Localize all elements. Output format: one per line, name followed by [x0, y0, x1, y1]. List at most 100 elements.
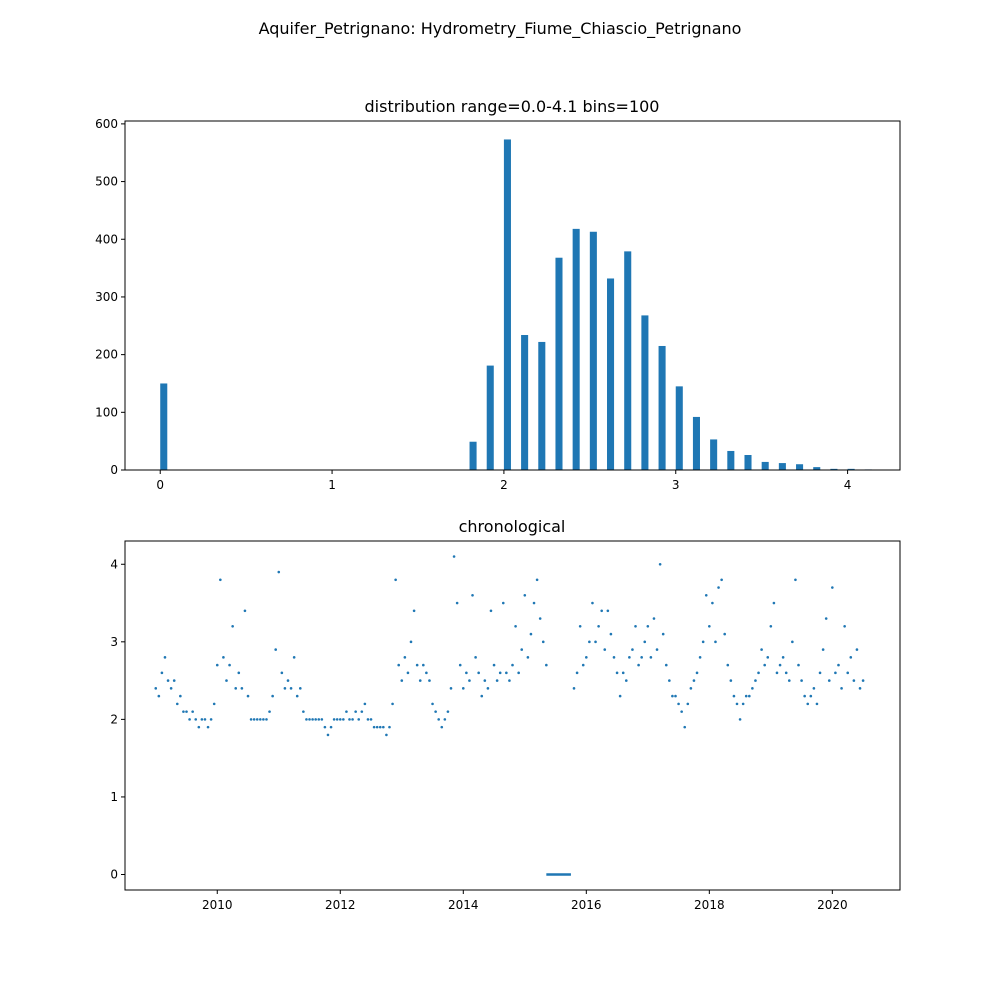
data-point	[234, 687, 238, 690]
histogram-ticks: 0 1 2 3 4 0 100 200 300 400 500 600	[95, 117, 851, 492]
data-point	[827, 679, 831, 682]
data-point	[335, 718, 339, 721]
data-point	[858, 687, 862, 690]
data-point	[425, 671, 428, 675]
data-point	[302, 710, 305, 713]
histogram-bar	[675, 386, 683, 470]
data-point	[246, 694, 250, 698]
data-point	[329, 725, 333, 729]
data-point	[265, 718, 268, 721]
data-point	[649, 656, 653, 659]
data-point	[615, 671, 619, 675]
data-point	[757, 671, 760, 675]
data-point	[763, 663, 766, 667]
data-point	[378, 725, 382, 729]
data-point	[680, 710, 683, 713]
x-tick-label: 2014	[448, 898, 479, 912]
data-point	[732, 694, 736, 698]
data-point	[612, 656, 616, 659]
data-point	[508, 679, 511, 682]
data-point	[754, 679, 757, 682]
data-point	[797, 663, 800, 667]
data-point	[215, 663, 219, 667]
data-point	[357, 718, 361, 721]
histogram-bar	[503, 139, 511, 470]
data-point	[729, 679, 733, 682]
data-point	[486, 687, 490, 690]
data-point	[818, 671, 822, 675]
data-point	[815, 702, 819, 706]
x-tick-label: 3	[672, 478, 680, 492]
data-point	[631, 648, 634, 651]
data-point	[529, 632, 533, 636]
data-point	[237, 671, 241, 675]
data-point	[188, 718, 191, 721]
histogram-bar	[830, 468, 838, 470]
data-point	[511, 663, 514, 667]
data-point	[834, 671, 837, 675]
data-point	[668, 679, 671, 682]
data-point	[259, 718, 262, 721]
data-point	[169, 687, 173, 690]
data-point	[219, 578, 222, 582]
data-point	[609, 632, 613, 636]
data-point	[717, 586, 720, 589]
histogram-title: distribution range=0.0-4.1 bins=100	[365, 97, 660, 116]
data-point	[428, 679, 431, 682]
y-tick-label: 300	[95, 290, 118, 304]
data-point	[775, 671, 779, 675]
data-point	[664, 663, 668, 667]
data-point	[791, 640, 794, 644]
data-point	[852, 679, 856, 682]
data-point	[388, 725, 391, 729]
data-point	[812, 687, 816, 690]
data-point	[418, 679, 422, 682]
data-point	[385, 733, 388, 737]
data-point	[621, 671, 625, 675]
x-tick-label: 2	[500, 478, 508, 492]
data-point	[585, 656, 588, 659]
data-point	[345, 710, 348, 713]
data-point	[698, 656, 702, 659]
data-point	[175, 702, 179, 706]
data-point	[415, 663, 419, 667]
data-point	[806, 702, 810, 706]
data-point	[603, 648, 607, 651]
data-point	[640, 656, 643, 659]
histogram-bar	[160, 383, 168, 470]
data-point	[468, 679, 471, 682]
data-point	[483, 679, 487, 682]
data-point	[240, 687, 244, 690]
data-point	[677, 702, 680, 706]
data-point	[674, 694, 677, 698]
data-point	[394, 578, 397, 582]
data-point	[203, 718, 207, 721]
data-point	[409, 640, 413, 644]
data-point	[738, 718, 742, 721]
data-point	[375, 725, 379, 729]
histogram-bar	[641, 315, 649, 470]
data-point	[274, 648, 277, 651]
histogram-bar	[624, 251, 632, 470]
histogram-bar	[727, 450, 735, 470]
data-point	[831, 586, 834, 589]
data-point	[255, 718, 259, 721]
data-point	[461, 687, 465, 690]
data-point	[271, 694, 274, 698]
data-point	[351, 718, 354, 721]
data-point	[861, 679, 865, 682]
histogram-bar	[607, 278, 615, 470]
data-point	[843, 625, 846, 628]
data-point	[711, 601, 714, 605]
data-point	[471, 593, 474, 597]
data-point	[292, 656, 296, 659]
data-point	[541, 640, 545, 644]
data-point	[449, 687, 453, 690]
data-point	[517, 671, 520, 675]
chronological-ticks: 2010 2012 2014 2016 2018 2020 0 1 2 3 4	[110, 557, 847, 912]
data-point	[354, 710, 357, 713]
data-point	[723, 632, 726, 636]
data-point	[363, 702, 367, 706]
y-tick-label: 500	[95, 175, 118, 189]
data-point	[794, 578, 797, 582]
